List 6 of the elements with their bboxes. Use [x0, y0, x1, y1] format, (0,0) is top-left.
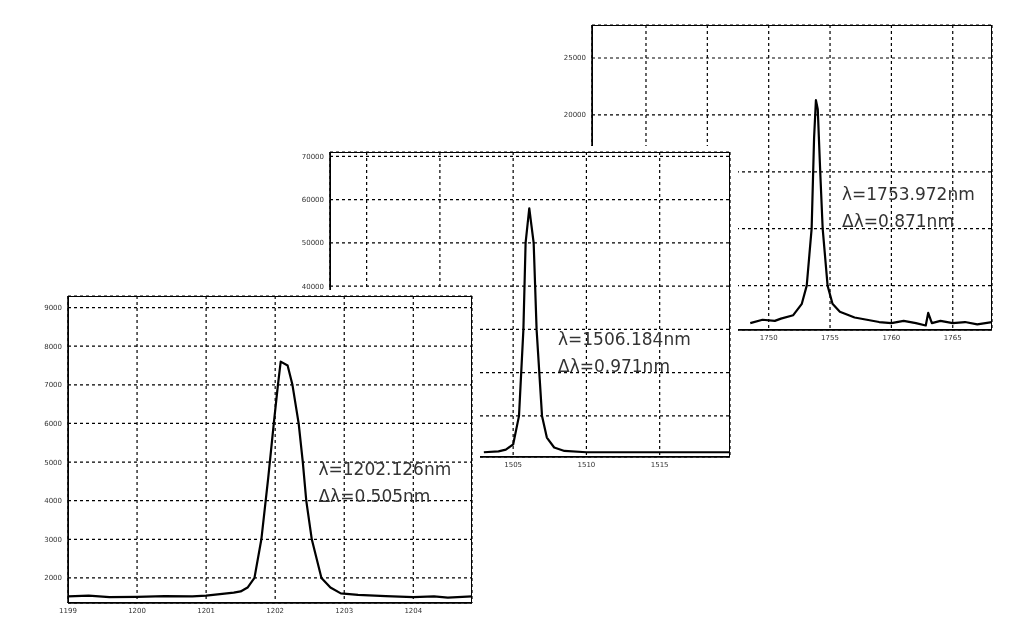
annotation: Δλ=0.871nm — [842, 209, 955, 233]
annotation: Δλ=0.971nm — [558, 354, 671, 378]
annotation: λ=1506.184nm — [558, 327, 691, 351]
annotation: λ=1753.972nm — [842, 182, 975, 206]
annotation: Δλ=0.505nm — [318, 484, 432, 508]
annotation: λ=1202.126nm — [318, 457, 452, 481]
